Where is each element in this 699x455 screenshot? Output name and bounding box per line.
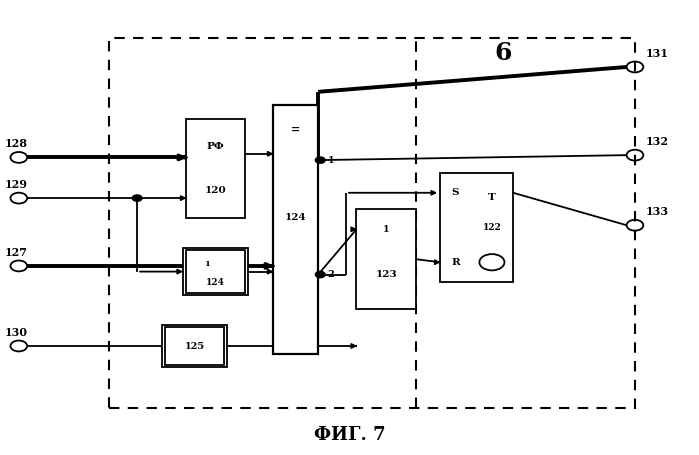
Bar [273,106,318,354]
Bar [440,173,513,282]
Text: 124: 124 [284,213,306,222]
Circle shape [315,271,325,278]
Text: ФИГ. 7: ФИГ. 7 [314,425,385,444]
Text: =: = [291,125,300,136]
Text: 129: 129 [5,179,28,190]
Text: 124: 124 [206,278,225,287]
Bar [165,327,224,365]
Bar [109,38,635,409]
Circle shape [315,157,325,163]
Text: 2: 2 [327,270,334,279]
Text: 132: 132 [645,136,668,147]
Text: РФ: РФ [207,142,224,152]
Bar [356,209,416,309]
Text: 120: 120 [205,186,226,195]
Bar [162,325,227,367]
Bar [186,119,245,218]
Text: 130: 130 [5,327,28,338]
Text: 133: 133 [645,206,668,217]
Text: 128: 128 [5,138,28,149]
Circle shape [132,195,142,201]
Text: 131: 131 [645,48,668,59]
Text: 123: 123 [375,269,397,278]
Text: 125: 125 [185,342,205,351]
Bar [186,250,245,293]
Text: 122: 122 [482,223,501,232]
Text: 1: 1 [203,260,210,268]
Text: 6: 6 [494,41,512,66]
Text: R: R [451,258,460,267]
Bar [183,248,248,295]
Text: 1: 1 [327,156,334,165]
Text: S: S [452,188,459,197]
Text: 127: 127 [5,247,28,258]
Text: T: T [488,192,496,202]
Text: 1: 1 [383,225,389,234]
